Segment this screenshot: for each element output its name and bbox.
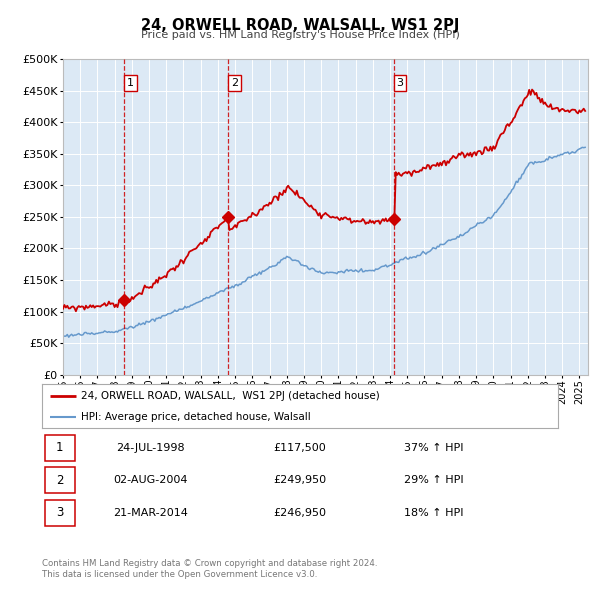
Text: 18% ↑ HPI: 18% ↑ HPI bbox=[404, 508, 464, 517]
Text: Contains HM Land Registry data © Crown copyright and database right 2024.: Contains HM Land Registry data © Crown c… bbox=[42, 559, 377, 568]
Text: 1: 1 bbox=[127, 78, 134, 88]
FancyBboxPatch shape bbox=[44, 435, 74, 461]
Text: 2: 2 bbox=[56, 474, 63, 487]
FancyBboxPatch shape bbox=[44, 467, 74, 493]
Text: HPI: Average price, detached house, Walsall: HPI: Average price, detached house, Wals… bbox=[80, 412, 310, 422]
Text: 02-AUG-2004: 02-AUG-2004 bbox=[113, 476, 188, 485]
Text: 1: 1 bbox=[56, 441, 63, 454]
Text: 29% ↑ HPI: 29% ↑ HPI bbox=[404, 476, 464, 485]
Text: Price paid vs. HM Land Registry's House Price Index (HPI): Price paid vs. HM Land Registry's House … bbox=[140, 30, 460, 40]
Text: 24, ORWELL ROAD, WALSALL, WS1 2PJ: 24, ORWELL ROAD, WALSALL, WS1 2PJ bbox=[141, 18, 459, 32]
Text: 24, ORWELL ROAD, WALSALL,  WS1 2PJ (detached house): 24, ORWELL ROAD, WALSALL, WS1 2PJ (detac… bbox=[80, 391, 379, 401]
Text: 3: 3 bbox=[56, 506, 63, 519]
FancyBboxPatch shape bbox=[44, 500, 74, 526]
Text: £246,950: £246,950 bbox=[274, 508, 326, 517]
Text: This data is licensed under the Open Government Licence v3.0.: This data is licensed under the Open Gov… bbox=[42, 570, 317, 579]
Text: 37% ↑ HPI: 37% ↑ HPI bbox=[404, 443, 464, 453]
Text: £249,950: £249,950 bbox=[274, 476, 326, 485]
Text: £117,500: £117,500 bbox=[274, 443, 326, 453]
Text: 3: 3 bbox=[397, 78, 403, 88]
Text: 24-JUL-1998: 24-JUL-1998 bbox=[116, 443, 185, 453]
Text: 2: 2 bbox=[230, 78, 238, 88]
Text: 21-MAR-2014: 21-MAR-2014 bbox=[113, 508, 188, 517]
